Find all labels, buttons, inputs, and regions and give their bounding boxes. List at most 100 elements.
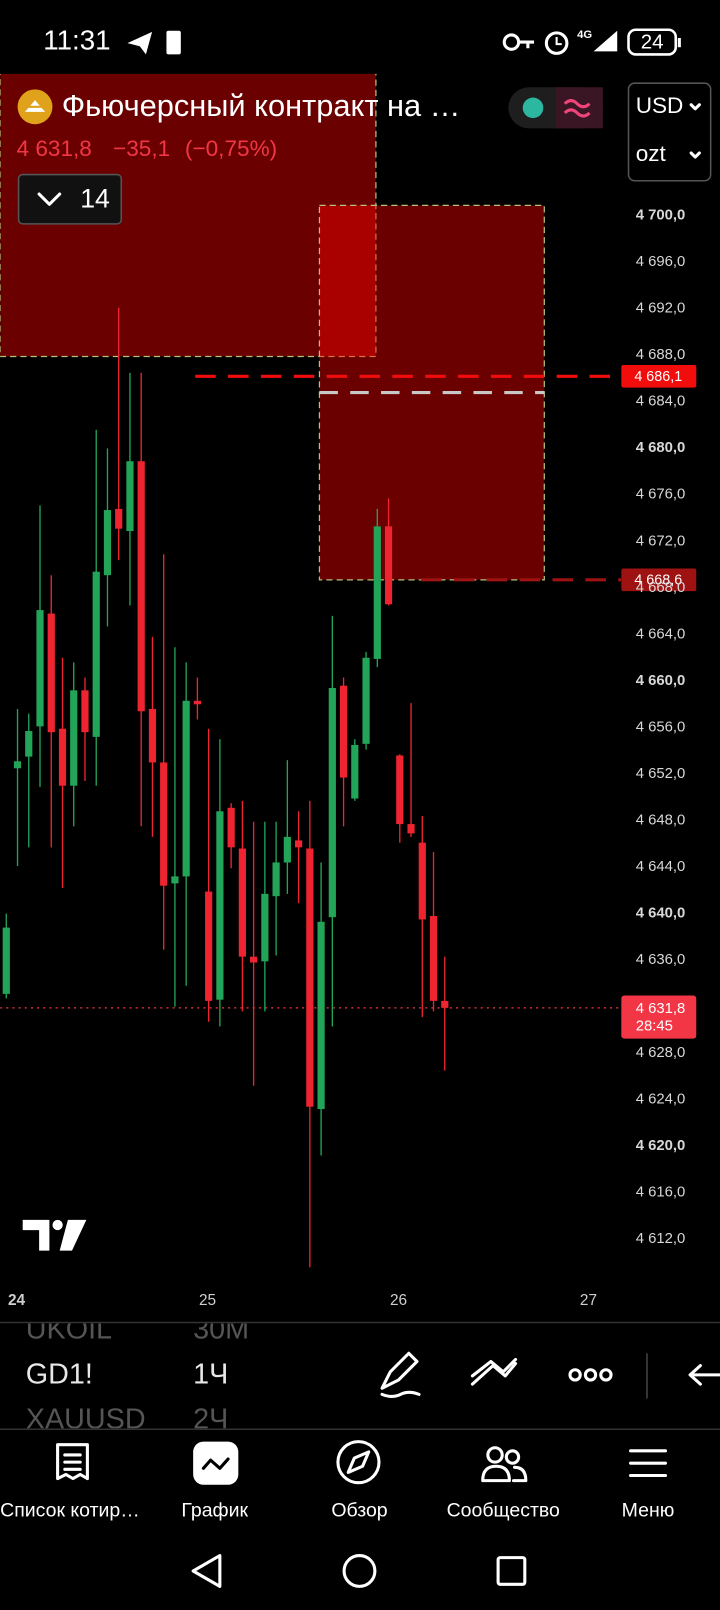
undo-icon[interactable] xyxy=(688,1364,720,1386)
menu-icon[interactable] xyxy=(629,1449,668,1478)
more-dot[interactable] xyxy=(568,1368,582,1382)
nav-label[interactable]: Обзор xyxy=(331,1500,387,1522)
home-button[interactable] xyxy=(342,1554,377,1588)
currency[interactable]: USD xyxy=(636,93,684,118)
interval-option: 30М xyxy=(193,1313,249,1345)
y-tick-label: 4 676,0 xyxy=(636,487,686,503)
indicators-chevron xyxy=(37,192,62,206)
recents-button[interactable] xyxy=(496,1556,527,1586)
y-tick-label: 4 612,0 xyxy=(636,1231,686,1247)
candle-body xyxy=(295,840,303,848)
draw-icon[interactable] xyxy=(380,1351,421,1398)
svg-text:4 631,8: 4 631,8 xyxy=(17,136,92,161)
nav-icons xyxy=(56,1440,668,1485)
y-tick-label: 4 688,0 xyxy=(636,347,686,363)
candle-body xyxy=(384,526,393,605)
y-tick-label: 4 652,0 xyxy=(636,766,686,782)
y-tick-label: 4 644,0 xyxy=(636,859,686,875)
symbol-option: UKOIL xyxy=(26,1313,112,1345)
toggle-dot xyxy=(522,97,544,119)
x-tick-label: 27 xyxy=(580,1292,597,1309)
y-tick-label: 4 624,0 xyxy=(636,1092,686,1108)
candle-body xyxy=(306,848,314,1107)
candle-body xyxy=(171,876,179,884)
header-change: −35,1 xyxy=(113,136,170,161)
candle-body xyxy=(216,811,224,1000)
logo-glyph xyxy=(20,96,50,114)
candle-body xyxy=(47,613,55,733)
candle-body xyxy=(261,893,269,962)
candle-body xyxy=(205,891,213,1001)
symbol-option: XAUUSD xyxy=(26,1404,146,1436)
y-tick-label: 4 620,0 xyxy=(636,1138,686,1154)
candle-body xyxy=(160,762,168,886)
nav-label[interactable]: Меню xyxy=(622,1500,675,1522)
toggle-right xyxy=(555,87,603,129)
header-change-pct: (−0,75%) xyxy=(185,136,277,161)
level-label: 4 668,6 xyxy=(634,573,682,589)
unit[interactable]: ozt xyxy=(636,141,667,166)
y-tick-label: 4 696,0 xyxy=(636,254,686,270)
y-tick-label: 4 636,0 xyxy=(636,952,686,968)
indicators-count: 14 xyxy=(80,183,110,213)
candle-body xyxy=(373,526,381,659)
candle-body xyxy=(441,1000,449,1008)
telegram-icon xyxy=(127,31,153,55)
level-tag xyxy=(621,365,697,388)
interval-option: 2Ч xyxy=(193,1404,228,1436)
back-button[interactable] xyxy=(191,1554,222,1588)
candle-body xyxy=(58,728,67,786)
candle-body xyxy=(103,510,112,576)
symbol-scroller[interactable]: UKOIL GD1! XAUUSD 30М 1Ч 2Ч xyxy=(26,1313,249,1435)
symbol-option: GD1! xyxy=(26,1358,93,1390)
header-price: 4 631,8 xyxy=(17,136,92,161)
candle-body xyxy=(81,690,89,733)
last-price-label: 4 631,8 xyxy=(636,1001,686,1017)
candle-body xyxy=(25,731,33,757)
indicators-toggle[interactable] xyxy=(17,173,123,225)
symbol-title[interactable]: Фьючерсный контракт на … xyxy=(62,88,461,123)
toggle-wave xyxy=(563,99,591,118)
lines-icon[interactable] xyxy=(470,1357,518,1386)
status-icons xyxy=(502,28,681,56)
watchlist-icon[interactable] xyxy=(56,1443,89,1481)
explore-icon[interactable] xyxy=(336,1440,381,1485)
candle-body xyxy=(283,836,291,863)
x-tick-label: 24 xyxy=(8,1292,26,1309)
y-tick-label: 4 648,0 xyxy=(636,812,686,828)
candle-body xyxy=(137,461,145,712)
candle-body xyxy=(250,956,258,963)
currency-chevron xyxy=(689,103,701,111)
candle-body xyxy=(362,657,370,744)
last-price-tag xyxy=(621,995,697,1039)
status-time: 11:31 xyxy=(43,24,110,55)
candle-body xyxy=(2,927,10,994)
y-tick-label: 4 616,0 xyxy=(636,1185,686,1201)
system-nav xyxy=(191,1554,527,1588)
toolbar-icons xyxy=(380,1351,720,1399)
x-tick-label: 26 xyxy=(390,1292,407,1309)
candle-body xyxy=(429,915,438,1001)
x-tick-label: 25 xyxy=(199,1292,216,1309)
units-box[interactable] xyxy=(627,82,712,182)
candle-body xyxy=(328,688,336,918)
y-tick-label: 4 656,0 xyxy=(636,719,686,735)
more-dot xyxy=(599,1368,613,1382)
candle-body xyxy=(317,921,325,1110)
community-icon[interactable] xyxy=(486,1446,504,1464)
plot-area xyxy=(0,73,622,1268)
candle-body xyxy=(227,807,235,848)
nav-label[interactable]: Сообщество xyxy=(447,1500,560,1522)
candle-body xyxy=(238,848,246,957)
nav-labels: Список котир… График Обзор Сообщество Меню xyxy=(0,1500,674,1522)
y-tick-label: 4 680,0 xyxy=(636,440,686,456)
y-tick-label: 4 672,0 xyxy=(636,533,686,549)
candle-body xyxy=(92,571,100,737)
nav-label[interactable]: Список котир… xyxy=(0,1500,140,1522)
nav-label[interactable]: График xyxy=(181,1500,248,1522)
y-tick-label: 4 668,0 xyxy=(636,580,686,596)
price-line: 4 631,8 −35,1 (−0,75%) xyxy=(17,136,278,161)
tv-logo xyxy=(22,1219,87,1251)
